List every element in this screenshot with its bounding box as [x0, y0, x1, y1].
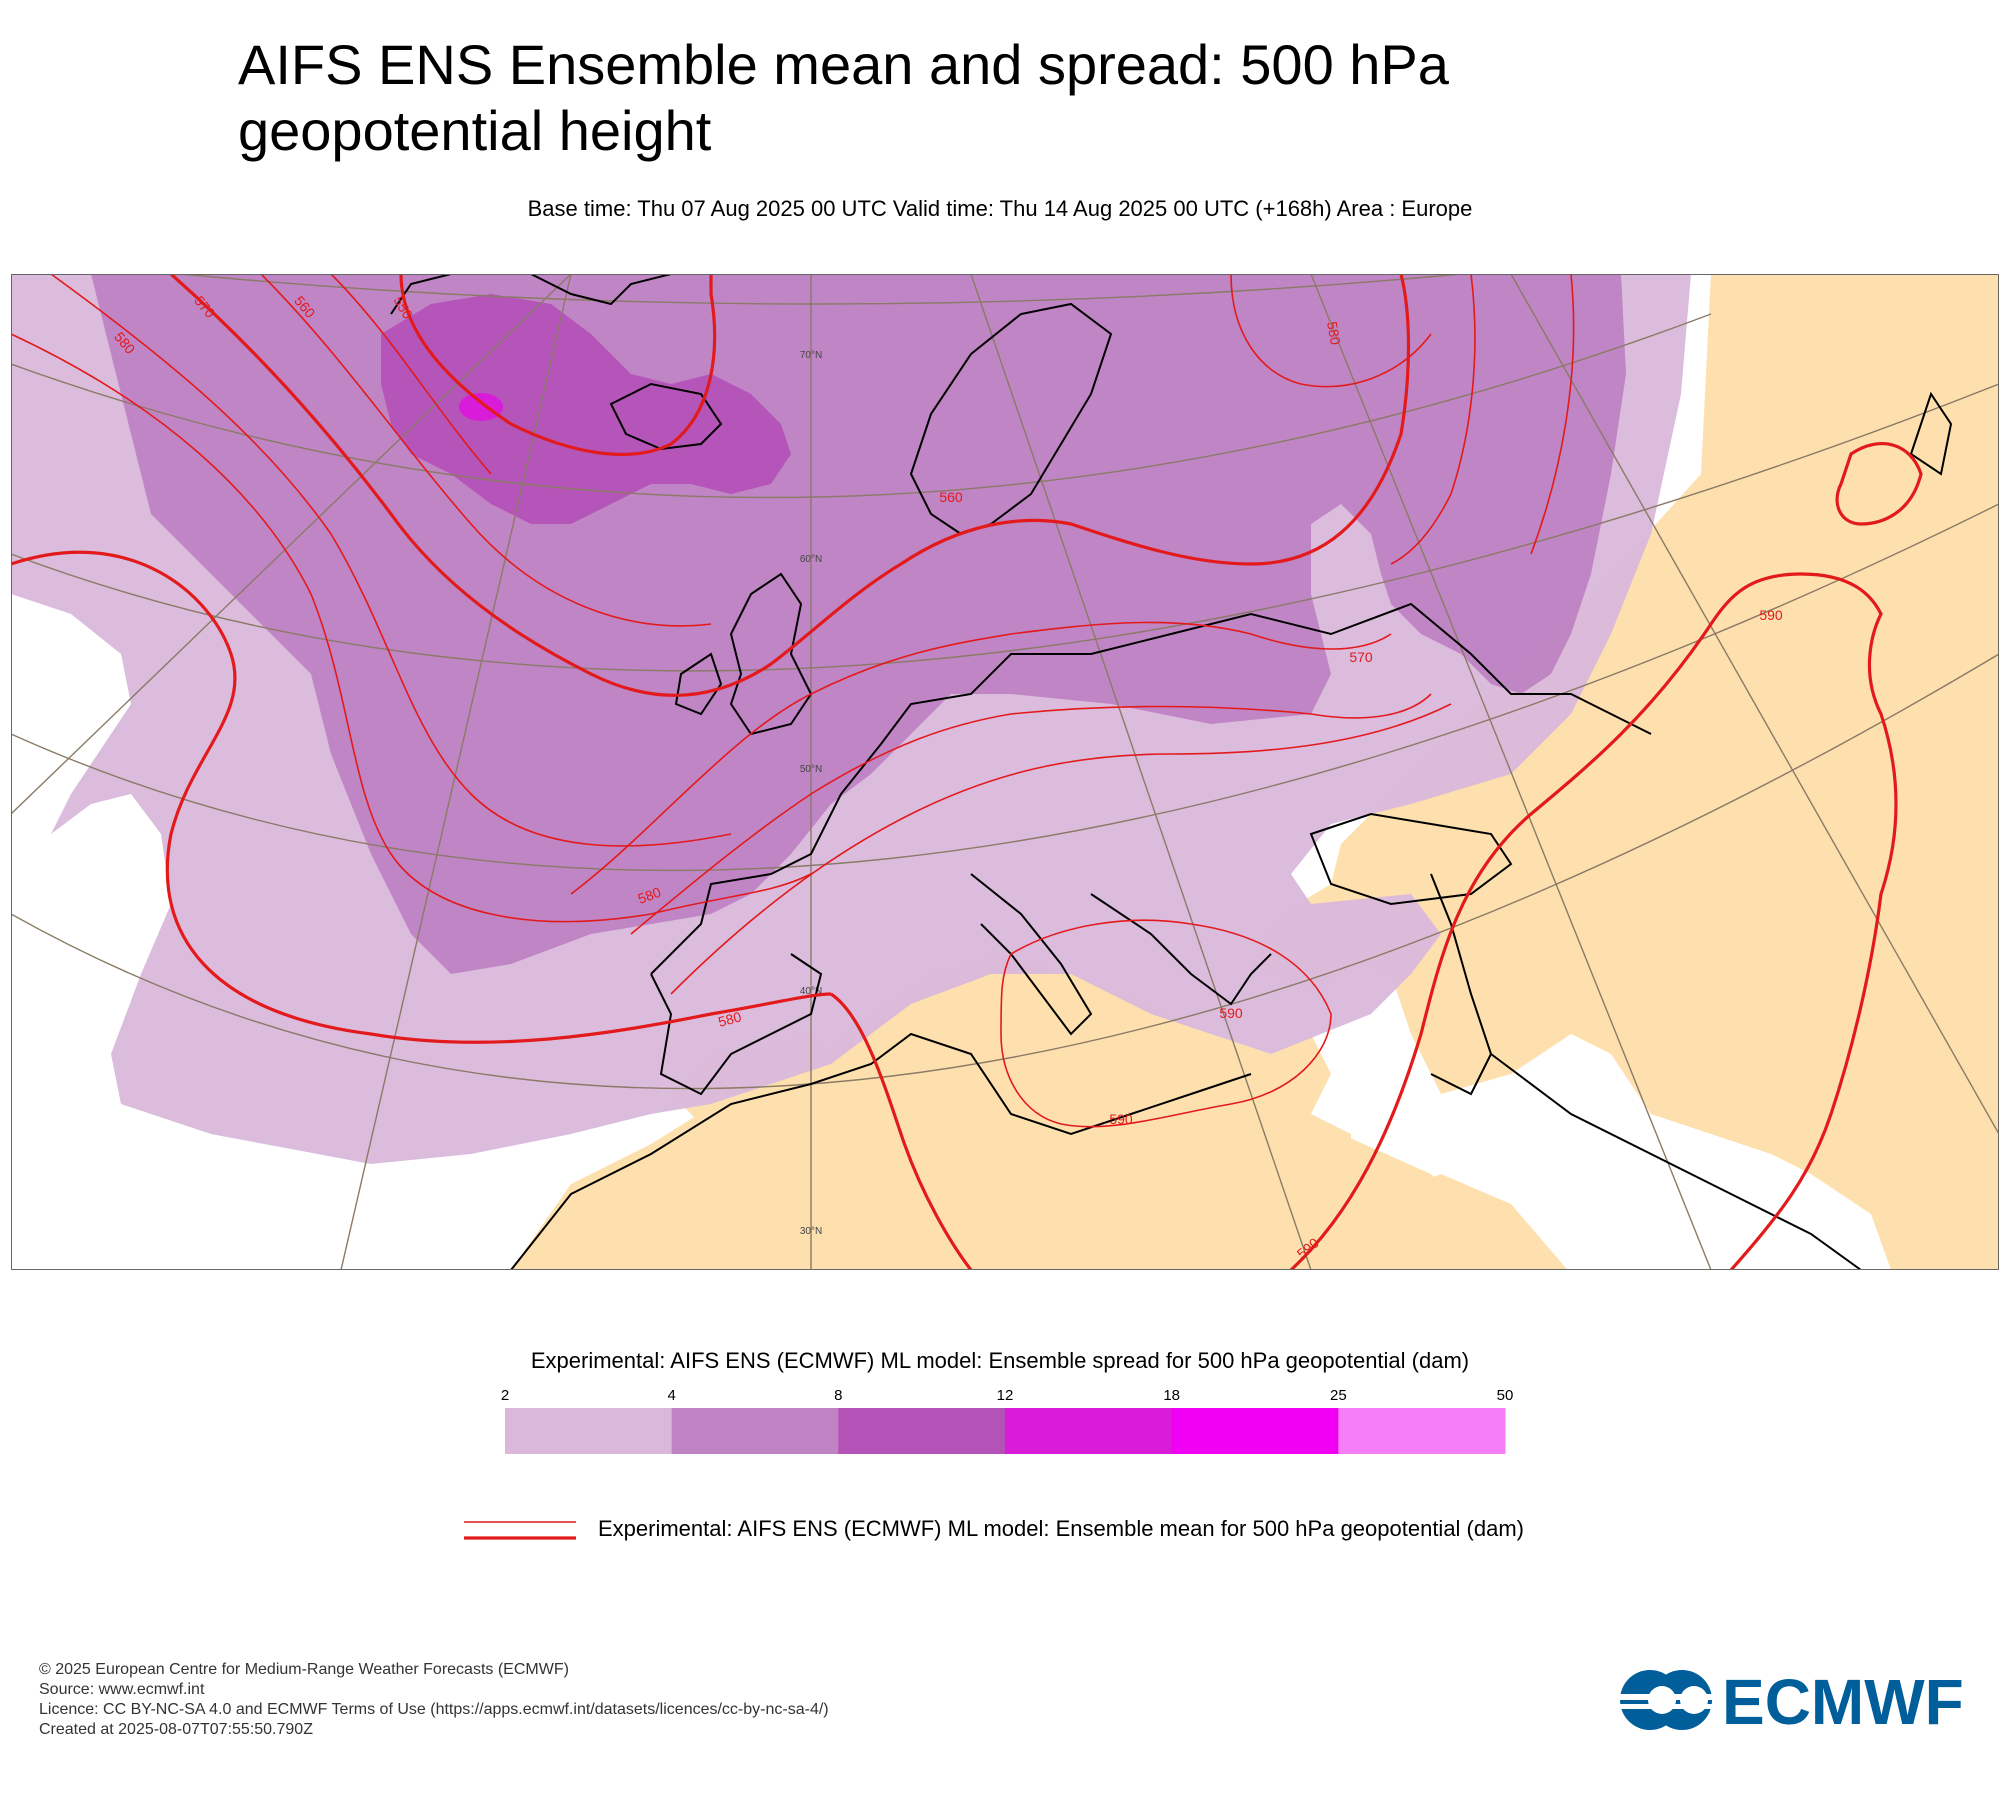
contour-west-1: [11, 333, 812, 923]
colorbar-tick-8: 8: [834, 1387, 842, 1404]
mean-contours: [11, 274, 1923, 1270]
contour-west-3: [169, 274, 1411, 697]
colorbar-swatch-4: [1005, 1408, 1173, 1454]
graticule-lat-30: [11, 653, 1999, 1090]
colorbar-tick-18: 18: [1163, 1387, 1180, 1404]
europe-map: 70°N 60°N 50°N 40°N 30°N: [11, 274, 1999, 1270]
lat-label-70: 70°N: [800, 350, 822, 361]
ecmwf-logo: ECMWF: [1610, 1666, 1964, 1738]
chart-title-line-1: AIFS ENS Ensemble mean and spread: 500 h…: [238, 33, 1449, 96]
credits-licence: Licence: CC BY-NC-SA 4.0 and ECMWF Terms…: [39, 1701, 829, 1718]
coast-iceland: [609, 382, 723, 451]
coast-italy: [970, 873, 1093, 1036]
colorbar-tick-4: 4: [667, 1387, 675, 1404]
credits-created: Created at 2025-08-07T07:55:50.790Z: [39, 1721, 313, 1738]
contour-arctic-east: [1230, 274, 1432, 388]
coast-levant: [1430, 873, 1493, 1096]
lat-label-40: 40°N: [800, 986, 822, 997]
graticule-lon-2: [340, 274, 572, 1270]
contour-label-12: 590: [1219, 1005, 1243, 1021]
colorbar-swatch-3: [838, 1408, 1006, 1454]
contour-label-10: 590: [1759, 607, 1783, 623]
graticule-lat-50: [11, 383, 1999, 672]
colorbar-tick-2: 2: [501, 1387, 509, 1404]
chart-title-line-2: geopotential height: [238, 99, 712, 162]
graticule-lon-4: [970, 274, 1312, 1270]
contour-label-8: 580: [636, 884, 664, 907]
lat-label-60: 60°N: [800, 554, 822, 565]
land-sardinia-italy-south: [961, 974, 1021, 1034]
coast-balkans: [1090, 893, 1272, 1006]
graticule: [11, 274, 1999, 1270]
contour-mediterranean-high: [1000, 919, 1332, 1128]
contour-label-13: 590: [1109, 1111, 1133, 1127]
colorbar-swatch-5: [1171, 1408, 1339, 1454]
contour-west-5: [330, 274, 492, 475]
chart-subtitle: Base time: Thu 07 Aug 2025 00 UTC Valid …: [527, 196, 1473, 221]
colorbar-swatch-6: [1338, 1408, 1506, 1454]
contour-thick-west: [11, 550, 832, 1044]
contour-label-7: 570: [1349, 649, 1373, 665]
coast-red-sea: [1490, 1053, 1862, 1270]
contour-west-4: [260, 274, 712, 627]
graticule-lat-70: [180, 274, 1462, 305]
contour-label-6: 560: [939, 489, 963, 505]
contour-590-east: [1289, 572, 1898, 1270]
lat-label-50: 50°N: [800, 764, 822, 775]
coast-continent: [650, 602, 1652, 975]
graticule-lat-40: [11, 503, 1999, 872]
contour-label-9: 580: [716, 1008, 743, 1030]
coast-caspian: [1909, 391, 1953, 476]
graticule-lon-5: [1310, 274, 1712, 1270]
graticule-lon-1: [11, 274, 572, 815]
ecmwf-logo-mark: [1610, 1670, 1714, 1730]
coast-black-sea: [1309, 812, 1513, 906]
contour-iceland-low: [399, 274, 717, 457]
mean-legend-line-icon: [464, 1521, 576, 1540]
contour-europe-1: [570, 621, 1392, 895]
lat-label-30: 30°N: [800, 1226, 822, 1237]
coast-iberia: [650, 953, 823, 1096]
graticule-lat-60: [11, 313, 1712, 499]
colorbar-tick-12: 12: [997, 1387, 1014, 1404]
coast-greenland: [390, 274, 672, 315]
colorbar-tick-25: 25: [1330, 1387, 1347, 1404]
coast-ireland: [674, 652, 723, 716]
colorbar-tick-50: 50: [1497, 1387, 1514, 1404]
spread-colorbar: 2 4 8 12 18 25 50: [501, 1387, 1514, 1454]
spread-area-12-18: [459, 393, 503, 421]
contour-east-2: [1530, 274, 1575, 555]
map-frame: [11, 274, 1999, 1270]
spread-legend-title: Experimental: AIFS ENS (ECMWF) ML model:…: [530, 1348, 1470, 1373]
chart-title: AIFS ENS Ensemble mean and spread: 500 h…: [238, 32, 1538, 164]
spread-area-8-12: [381, 294, 791, 524]
credits: © 2025 European Centre for Medium-Range …: [39, 1660, 829, 1740]
mean-legend-label: Experimental: AIFS ENS (ECMWF) ML model:…: [598, 1516, 1525, 1541]
credits-source: Source: www.ecmwf.int: [39, 1681, 205, 1698]
ecmwf-logo-text: ECMWF: [1722, 1666, 1964, 1738]
colorbar-swatch-2: [671, 1408, 839, 1454]
contour-590-persia: [1835, 442, 1923, 526]
contour-west-2: [50, 274, 732, 847]
land-areas: [511, 274, 1999, 1270]
land-asia-middle-east: [1251, 274, 1999, 1270]
contour-europe-2: [630, 693, 1432, 935]
graticule-lon-6: [1510, 274, 1999, 1135]
contour-east-1: [1390, 274, 1476, 565]
contour-590-west: [830, 992, 973, 1270]
land-africa-east: [1111, 1114, 1531, 1270]
credits-copyright: © 2025 European Centre for Medium-Range …: [39, 1661, 569, 1678]
colorbar-swatch-1: [505, 1408, 673, 1454]
contour-label-5: 580: [1324, 320, 1344, 346]
coast-north-africa: [510, 1032, 1252, 1270]
contour-europe-3: [670, 703, 1452, 995]
